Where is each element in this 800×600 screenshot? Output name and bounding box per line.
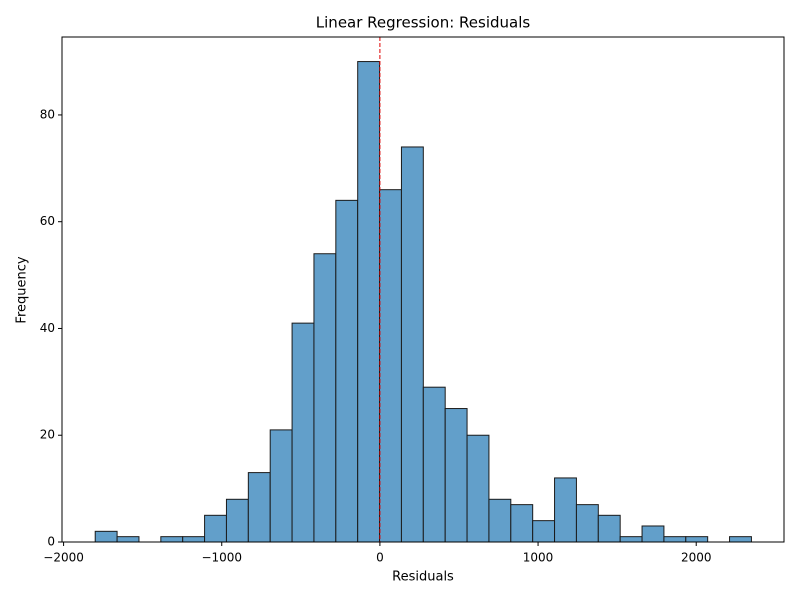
bar xyxy=(554,477,577,543)
bar xyxy=(182,536,206,543)
x-tick-label: −2000 xyxy=(43,551,84,565)
y-tick-label: 80 xyxy=(40,107,55,121)
bar xyxy=(510,504,534,543)
bar xyxy=(685,536,709,543)
bar xyxy=(379,189,402,543)
bar xyxy=(422,386,446,543)
x-tick-label: 0 xyxy=(376,551,384,565)
bar xyxy=(291,322,315,543)
bar xyxy=(313,253,337,543)
bar xyxy=(204,514,227,543)
x-tick-label: 2000 xyxy=(681,551,712,565)
bar xyxy=(663,536,687,543)
x-tick-label: −1000 xyxy=(201,551,242,565)
bar xyxy=(357,61,381,543)
bar xyxy=(444,408,468,543)
bar xyxy=(247,472,271,543)
bar xyxy=(269,429,293,543)
x-axis-label: Residuals xyxy=(392,570,454,585)
bar xyxy=(400,146,424,543)
y-tick-label: 20 xyxy=(40,428,55,442)
y-tick-label: 40 xyxy=(40,321,55,335)
bar xyxy=(575,504,599,543)
bar xyxy=(335,199,359,543)
bar xyxy=(488,498,512,543)
bar xyxy=(532,520,556,543)
y-tick-label: 60 xyxy=(40,214,55,228)
bar xyxy=(116,536,140,543)
bar xyxy=(94,530,118,543)
bar xyxy=(160,536,184,543)
bar xyxy=(641,525,665,543)
y-axis-label: Frequency xyxy=(15,256,30,323)
x-tick-label: 1000 xyxy=(523,551,554,565)
bar xyxy=(729,536,752,543)
bar xyxy=(225,498,249,543)
y-tick-label: 0 xyxy=(47,535,55,549)
bar xyxy=(597,514,621,543)
plot-frame xyxy=(61,36,785,543)
bar xyxy=(619,536,643,543)
chart-title: Linear Regression: Residuals xyxy=(316,14,531,32)
bar xyxy=(466,434,490,543)
